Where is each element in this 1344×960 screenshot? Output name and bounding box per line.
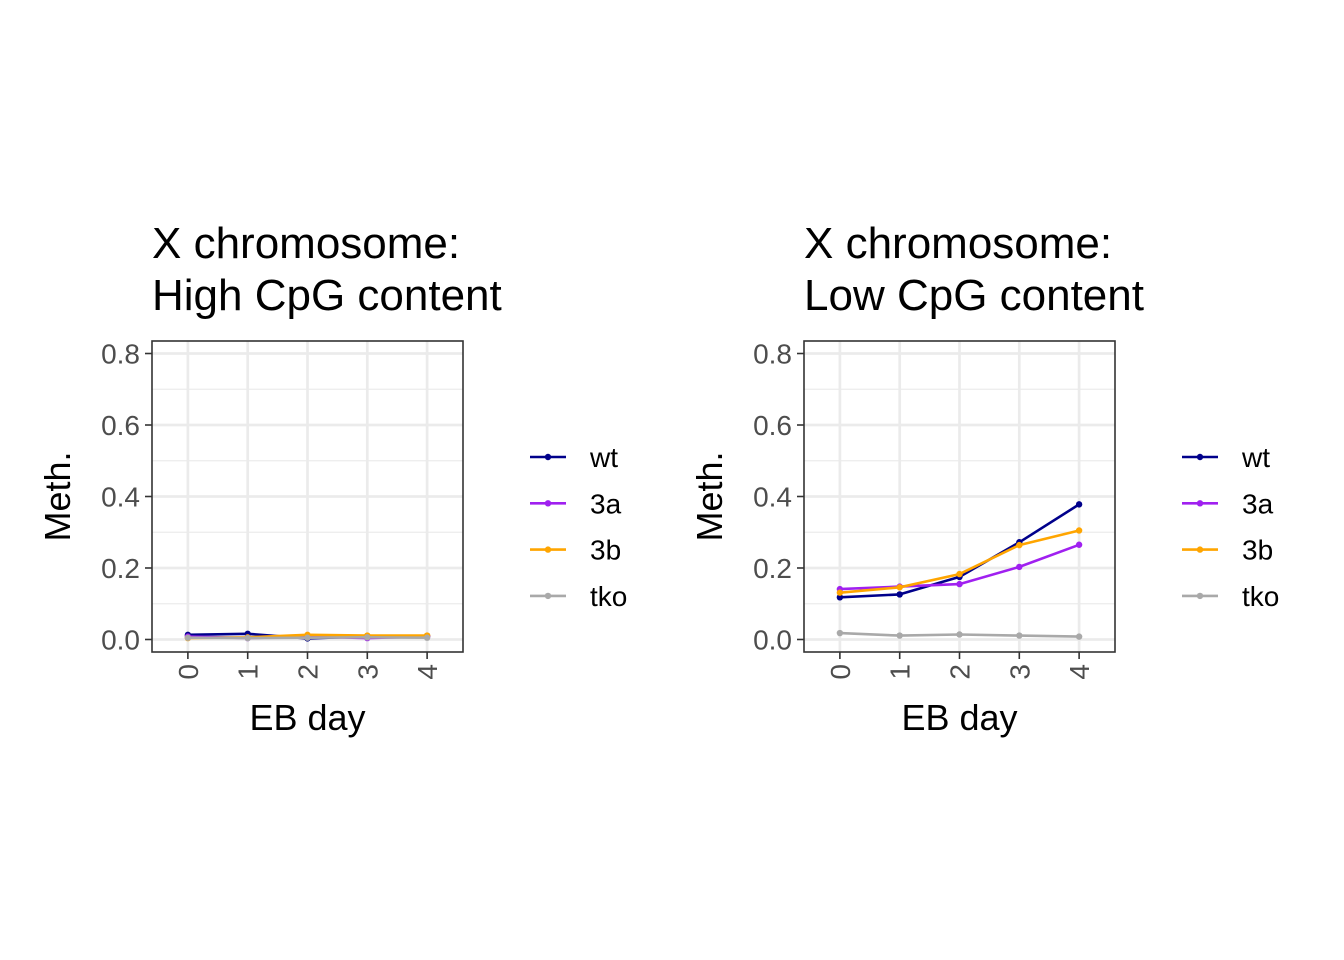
legend: wt 3a 3b tko <box>1182 442 1279 612</box>
data-point-tko <box>304 634 311 641</box>
data-point-tko <box>364 634 371 641</box>
data-point-tko <box>423 634 431 641</box>
data-point-3b <box>1016 541 1023 549</box>
y-tick-label: 0.0 <box>101 624 140 655</box>
legend-key-point <box>544 500 552 507</box>
legend-label: 3b <box>590 535 621 566</box>
x-axis-title: EB day <box>901 697 1017 738</box>
x-tick-label: 2 <box>945 664 976 680</box>
x-axis-title: EB day <box>249 697 365 738</box>
legend: wt 3a 3b tko <box>530 442 627 612</box>
legend-key-point <box>1196 500 1204 507</box>
y-tick-label: 0.2 <box>753 553 792 584</box>
y-tick-label: 0.8 <box>753 339 792 370</box>
data-point-tko <box>184 634 192 641</box>
legend-label: wt <box>589 442 618 473</box>
y-axis-title: Meth. <box>37 451 78 541</box>
y-tick-label: 0.8 <box>101 339 140 370</box>
y-tick-label: 0.6 <box>753 410 792 441</box>
legend-item-3a: 3a <box>1182 488 1274 519</box>
y-axis-title: Meth. <box>689 451 730 541</box>
legend-key-point <box>544 546 552 553</box>
legend-label: tko <box>590 581 627 612</box>
data-point-wt <box>896 591 903 598</box>
legend-item-wt: wt <box>1182 442 1270 473</box>
legend-item-tko: tko <box>1182 581 1279 612</box>
data-point-tko <box>244 634 251 642</box>
legend-label: wt <box>1241 442 1270 473</box>
data-point-tko <box>1075 633 1083 640</box>
data-point-tko <box>1016 632 1023 639</box>
data-point-tko <box>956 631 963 638</box>
panel-title-line: High CpG content <box>152 271 502 320</box>
data-point-tko <box>896 632 903 639</box>
x-tick-label: 3 <box>1004 664 1035 680</box>
legend-item-3a: 3a <box>530 488 622 519</box>
data-point-3b <box>1075 527 1083 534</box>
x-tick-label: 3 <box>352 664 383 680</box>
legend-item-3b: 3b <box>530 535 621 566</box>
legend-label: tko <box>1242 581 1279 612</box>
panel-1: X chromosome:High CpG content 0.0 0.2 0.4 0.… <box>37 219 627 738</box>
y-tick-label: 0.0 <box>753 624 792 655</box>
legend-item-3b: 3b <box>1182 535 1273 566</box>
data-point-3a <box>956 580 963 588</box>
x-tick-label: 4 <box>412 664 443 680</box>
legend-key-point <box>1196 546 1204 553</box>
x-tick-label: 0 <box>173 664 204 680</box>
panel-title-line: X chromosome: <box>804 219 1112 268</box>
legend-item-tko: tko <box>530 581 627 612</box>
data-point-3a <box>1075 541 1083 548</box>
x-tick-label: 0 <box>825 664 856 680</box>
legend-label: 3b <box>1242 535 1273 566</box>
y-tick-label: 0.4 <box>753 482 792 513</box>
panel-title-line: X chromosome: <box>152 219 460 268</box>
series-tko <box>836 629 1083 640</box>
legend-key-point <box>544 453 552 461</box>
series-3b <box>836 527 1083 596</box>
series-tko <box>184 634 431 642</box>
y-tick-label: 0.6 <box>101 410 140 441</box>
legend-label: 3a <box>590 488 622 519</box>
data-point-3b <box>956 570 963 578</box>
x-tick-label: 1 <box>885 664 916 680</box>
x-tick-label: 4 <box>1064 664 1095 680</box>
data-point-3a <box>1016 563 1023 571</box>
legend-item-wt: wt <box>530 442 618 473</box>
legend-label: 3a <box>1242 488 1274 519</box>
data-point-tko <box>836 629 844 637</box>
panel-2: X chromosome:Low CpG content 0.0 0.2 0.4 0.6… <box>689 219 1279 738</box>
panel-title-line: Low CpG content <box>804 271 1144 320</box>
y-tick-label: 0.4 <box>101 482 140 513</box>
data-point-wt <box>1075 501 1083 508</box>
x-tick-label: 2 <box>293 664 324 680</box>
legend-key-point <box>1196 453 1204 461</box>
data-point-wt <box>836 594 844 601</box>
data-point-3b <box>836 589 844 596</box>
y-tick-label: 0.2 <box>101 553 140 584</box>
legend-key-point <box>544 592 552 600</box>
legend-key-point <box>1196 592 1204 600</box>
data-point-3b <box>896 584 903 591</box>
x-tick-label: 1 <box>233 664 264 680</box>
